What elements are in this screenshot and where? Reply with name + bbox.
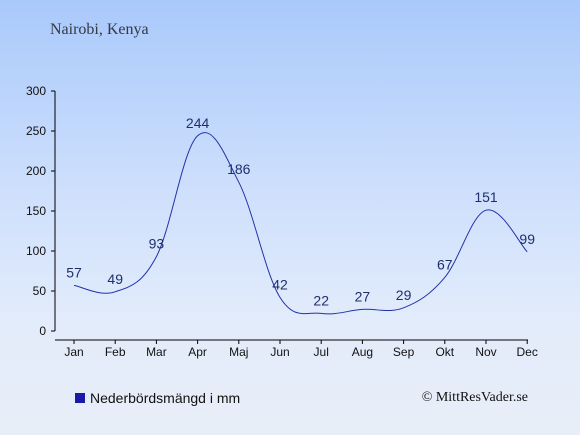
credit-text: © MittResVader.se bbox=[421, 390, 528, 405]
data-label: 49 bbox=[107, 271, 123, 287]
data-label: 22 bbox=[313, 292, 329, 308]
y-tick-label: 250 bbox=[26, 124, 46, 138]
data-label: 99 bbox=[519, 231, 535, 247]
legend-label: Nederbördsmängd i mm bbox=[90, 390, 241, 406]
legend: Nederbördsmängd i mm bbox=[75, 390, 240, 406]
x-tick-label: Okt bbox=[435, 345, 454, 359]
x-tick-label: Sep bbox=[393, 345, 415, 359]
x-tick-label: Feb bbox=[105, 345, 126, 359]
data-label: 67 bbox=[437, 256, 453, 272]
x-tick-label: Nov bbox=[475, 345, 496, 359]
data-label: 42 bbox=[272, 276, 288, 292]
data-label: 57 bbox=[66, 264, 82, 280]
x-tick-label: Jun bbox=[270, 345, 289, 359]
data-label: 186 bbox=[227, 161, 251, 177]
x-tick-label: Aug bbox=[352, 345, 373, 359]
y-tick-label: 200 bbox=[26, 164, 46, 178]
series-line bbox=[73, 132, 528, 315]
data-label: 29 bbox=[396, 287, 412, 303]
data-label: 27 bbox=[355, 288, 371, 304]
data-labels: 57 49 93 244 186 42 22 27 29 67 151 99 bbox=[66, 115, 535, 309]
data-label: 151 bbox=[474, 189, 498, 205]
x-tick-label: Dec bbox=[517, 345, 538, 359]
x-tick-label: Mar bbox=[146, 345, 167, 359]
x-axis: Jan Feb Mar Apr Maj Jun Jul Aug Sep Okt Nov Dec bbox=[55, 339, 538, 359]
x-tick-label: Apr bbox=[188, 345, 207, 359]
y-tick-label: 50 bbox=[33, 284, 47, 298]
legend-swatch bbox=[75, 393, 85, 403]
chart-title: Nairobi, Kenya bbox=[50, 21, 149, 38]
x-tick-label: Jul bbox=[314, 345, 329, 359]
data-label: 93 bbox=[149, 236, 165, 252]
x-tick-label: Maj bbox=[229, 345, 248, 359]
y-tick-label: 150 bbox=[26, 204, 46, 218]
data-label: 244 bbox=[186, 115, 210, 131]
x-tick-label: Jan bbox=[64, 345, 83, 359]
y-tick-label: 100 bbox=[26, 244, 46, 258]
y-tick-label: 300 bbox=[26, 84, 46, 98]
y-tick-label: 0 bbox=[39, 324, 46, 338]
y-axis: 0 50 100 150 200 250 300 bbox=[26, 84, 56, 338]
